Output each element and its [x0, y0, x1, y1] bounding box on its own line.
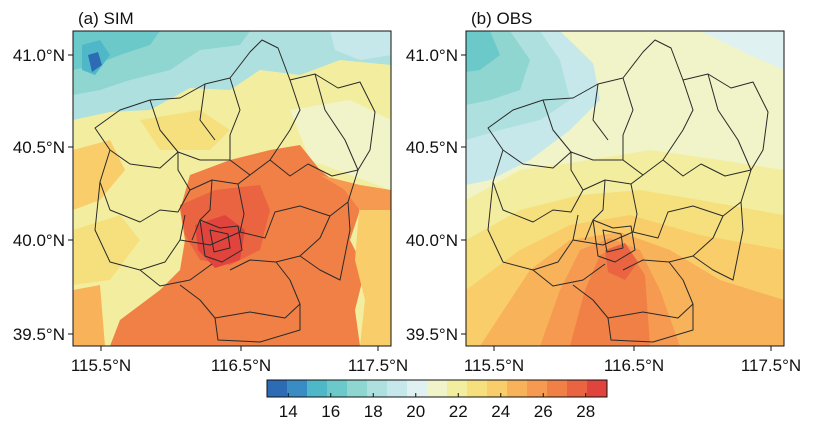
colorbar-cell — [427, 380, 448, 397]
sim-ytick-40: 40.0°N — [13, 231, 65, 250]
colorbar-ticks: 14 16 18 20 22 24 26 28 — [279, 393, 595, 421]
colorbar: 14 16 18 20 22 24 26 28 — [266, 379, 608, 421]
colorbar-cell — [407, 380, 428, 397]
colorbar-cell — [327, 380, 348, 397]
colorbar-cell — [307, 380, 328, 397]
obs-ytick-40: 40.0°N — [406, 231, 458, 250]
obs-frame — [465, 30, 785, 347]
obs-field — [466, 31, 784, 346]
colorbar-tick-label: 16 — [321, 402, 340, 421]
colorbar-tick-label: 28 — [576, 402, 595, 421]
colorbar-cell — [507, 380, 528, 397]
colorbar-cell — [287, 380, 308, 397]
colorbar-cell — [467, 380, 488, 397]
sim-frame — [72, 30, 392, 347]
sim-xtick-115.5: 115.5°N — [71, 356, 131, 375]
colorbar-cell — [587, 380, 608, 397]
colorbar-cells — [267, 380, 608, 397]
colorbar-cell — [487, 380, 508, 397]
obs-ytick-41: 41.0°N — [406, 46, 458, 65]
sim-ytick-39.5: 39.5°N — [13, 325, 65, 344]
colorbar-tick-label: 14 — [279, 402, 298, 421]
colorbar-tick-label: 18 — [364, 402, 383, 421]
obs-xtick-115.5: 115.5°N — [464, 356, 524, 375]
sim-xtick-117.5: 117.5°N — [348, 356, 408, 375]
obs-district-boundaries — [487, 39, 769, 343]
colorbar-tick-label: 24 — [491, 402, 510, 421]
colorbar-cell — [347, 380, 368, 397]
obs-ytick-39.5: 39.5°N — [406, 325, 458, 344]
colorbar-tick-label: 20 — [406, 402, 425, 421]
sim-field — [73, 31, 391, 346]
colorbar-cell — [387, 380, 408, 397]
colorbar-cell — [547, 380, 568, 397]
sim-district-boundaries — [94, 39, 376, 343]
sim-title: (a) SIM — [78, 9, 134, 28]
sim-ytick-41: 41.0°N — [13, 46, 65, 65]
obs-xtick-117.5: 117.5°N — [741, 356, 801, 375]
sim-xtick-116.5: 116.5°N — [211, 356, 271, 375]
obs-title: (b) OBS — [471, 9, 532, 28]
sim-axes: 41.0°N 40.5°N 40.0°N 39.5°N 115.5°N 116.… — [13, 46, 408, 375]
obs-axes: 41.0°N 40.5°N 40.0°N 39.5°N 115.5°N 116.… — [406, 46, 801, 375]
colorbar-tick-label: 26 — [534, 402, 553, 421]
obs-ytick-40.5: 40.5°N — [406, 138, 458, 157]
panel-sim: (a) SIM 41.0°N 40.5°N 40.0°N 39.5°N 115.… — [13, 9, 408, 375]
sim-ytick-40.5: 40.5°N — [13, 138, 65, 157]
obs-xtick-116.5: 116.5°N — [604, 356, 664, 375]
colorbar-tick-label: 22 — [449, 402, 468, 421]
colorbar-cell — [447, 380, 468, 397]
panel-obs: (b) OBS 41.0°N 40.5°N 40.0°N 39.5°N 115.… — [406, 9, 801, 375]
colorbar-frame — [266, 379, 608, 398]
colorbar-cell — [267, 380, 288, 397]
colorbar-cell — [367, 380, 388, 397]
colorbar-cell — [527, 380, 548, 397]
colorbar-cell — [567, 380, 588, 397]
